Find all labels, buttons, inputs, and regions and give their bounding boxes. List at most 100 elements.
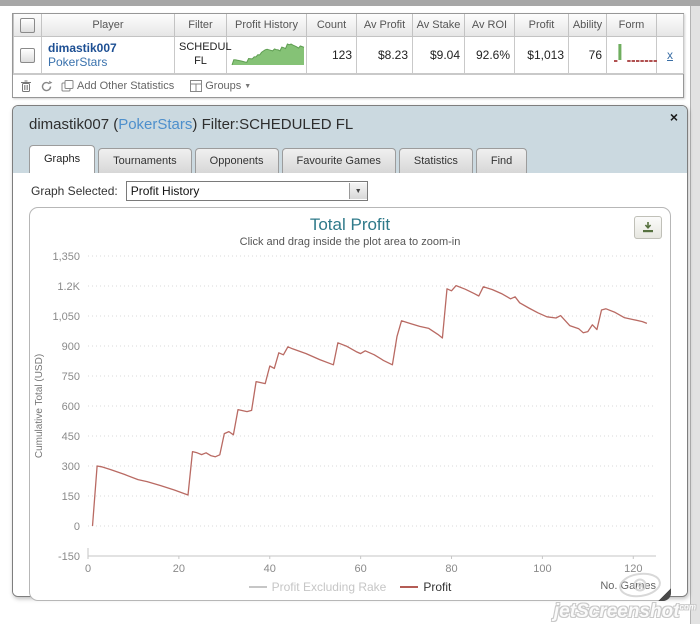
- player-detail-dialog: dimastik007 (PokerStars) Filter:SCHEDULE…: [12, 105, 688, 601]
- dialog-tabstrip: Graphs Tournaments Opponents Favourite Game…: [13, 144, 687, 173]
- add-other-statistics-label: Add Other Statistics: [77, 80, 175, 92]
- table-header-row: Player Filter Profit History Count Av Pr…: [13, 14, 684, 37]
- remove-row-link[interactable]: x: [667, 48, 673, 62]
- tab-graphs[interactable]: Graphs: [29, 145, 96, 173]
- groups-icon: [190, 80, 203, 92]
- table-toolbar: Add Other Statistics Groups ▼: [13, 74, 683, 97]
- player-name-link[interactable]: dimastik007: [48, 41, 117, 55]
- filter-line2: FL: [194, 55, 207, 67]
- legend-label: Profit: [423, 580, 452, 594]
- download-chart-button[interactable]: [634, 216, 662, 239]
- svg-text:900: 900: [62, 341, 80, 353]
- player-site-link[interactable]: PokerStars: [48, 55, 108, 69]
- chart-legend: Profit Excluding Rake Profit No. Games: [30, 578, 670, 596]
- dialog-title-player: dimastik007 (: [29, 116, 119, 133]
- filter-cell: SCHEDUL FL: [174, 36, 232, 74]
- column-header-count[interactable]: Count: [306, 14, 357, 37]
- add-statistics-icon: [61, 80, 74, 92]
- window-right-edge: [690, 6, 700, 624]
- groups-button[interactable]: Groups ▼: [190, 80, 251, 92]
- chevron-down-icon: ▼: [244, 82, 252, 90]
- remove-cell: x: [656, 36, 684, 74]
- count-cell: 123: [306, 36, 357, 74]
- legend-dash-icon: [400, 586, 419, 588]
- svg-text:20: 20: [173, 563, 185, 575]
- svg-text:300: 300: [62, 461, 80, 473]
- tab-statistics[interactable]: Statistics: [398, 148, 473, 173]
- profit-history-cell[interactable]: [226, 36, 307, 74]
- dialog-title-site: PokerStars: [118, 116, 193, 133]
- dialog-title: dimastik007 (PokerStars) Filter:SCHEDULE…: [29, 116, 353, 133]
- select-all-checkbox[interactable]: [20, 17, 35, 33]
- ability-cell: 76: [568, 36, 607, 74]
- svg-text:-150: -150: [58, 551, 80, 563]
- column-header-filter[interactable]: Filter: [174, 14, 227, 37]
- legend-profit-excluding-rake[interactable]: Profit Excluding Rake: [248, 580, 387, 594]
- legend-label: Profit Excluding Rake: [271, 580, 387, 594]
- av-profit-cell: $8.23: [356, 36, 413, 74]
- row-checkbox[interactable]: [20, 47, 35, 63]
- watermark-camera-icon: [619, 572, 661, 598]
- svg-text:Cumulative Total (USD): Cumulative Total (USD): [34, 354, 45, 458]
- filter-line1: SCHEDUL: [179, 41, 232, 54]
- resize-grip[interactable]: [658, 588, 671, 601]
- column-header-profit-history[interactable]: Profit History: [226, 14, 307, 37]
- dialog-body: Graph Selected: Profit History ▼ Total P…: [13, 173, 687, 601]
- close-icon[interactable]: ×: [669, 109, 678, 125]
- form-sparkline: [614, 43, 657, 62]
- av-stake-cell: $9.04: [412, 36, 465, 74]
- form-cell: [606, 36, 657, 74]
- profit-history-sparkline: [231, 42, 305, 65]
- av-roi-cell: 92.6%: [464, 36, 515, 74]
- tab-tournaments[interactable]: Tournaments: [98, 148, 192, 173]
- tab-opponents[interactable]: Opponents: [194, 148, 279, 173]
- svg-text:150: 150: [62, 491, 80, 503]
- profit-cell: $1,013: [514, 36, 569, 74]
- watermark: jetScreenshotcom: [553, 601, 696, 622]
- svg-text:1.2K: 1.2K: [57, 281, 80, 293]
- dialog-title-filter: ) Filter:SCHEDULED FL: [192, 116, 354, 133]
- graph-selected-label: Graph Selected:: [31, 184, 118, 198]
- svg-text:1,050: 1,050: [52, 311, 80, 323]
- column-header-av-roi[interactable]: Av ROI: [464, 14, 515, 37]
- svg-text:80: 80: [445, 563, 457, 575]
- profit-chart-panel: Total Profit Click and drag inside the p…: [29, 207, 671, 601]
- profit-chart-plot[interactable]: 1,350 1.2K 1,050 900 750 600 450 300 150 0 -150 0 20…: [30, 250, 668, 578]
- svg-text:600: 600: [62, 401, 80, 413]
- download-icon: [643, 222, 653, 233]
- chart-subtitle: Click and drag inside the plot area to z…: [239, 236, 461, 248]
- column-header-av-stake[interactable]: Av Stake: [412, 14, 465, 37]
- svg-text:40: 40: [264, 563, 276, 575]
- svg-text:750: 750: [62, 371, 80, 383]
- select-all-header[interactable]: [13, 14, 42, 37]
- player-stats-table: Player Filter Profit History Count Av Pr…: [12, 13, 684, 98]
- svg-text:1,350: 1,350: [52, 251, 80, 263]
- tab-favourite-games[interactable]: Favourite Games: [281, 148, 396, 173]
- column-header-player[interactable]: Player: [41, 14, 175, 37]
- chart-title: Total Profit: [309, 215, 391, 234]
- column-header-actions: [656, 14, 684, 37]
- legend-dash-icon: [248, 586, 267, 588]
- svg-text:120: 120: [624, 563, 642, 575]
- table-row: dimastik007 PokerStars SCHEDUL FL 123 $8…: [13, 36, 684, 74]
- graph-select-dropdown[interactable]: Profit History ▼: [125, 181, 368, 201]
- graph-select-value: Profit History: [130, 184, 200, 198]
- add-other-statistics-button[interactable]: Add Other Statistics: [61, 80, 174, 92]
- column-header-profit[interactable]: Profit: [514, 14, 569, 37]
- svg-text:450: 450: [62, 431, 80, 443]
- svg-text:0: 0: [85, 563, 91, 575]
- svg-text:100: 100: [533, 563, 551, 575]
- dialog-header: dimastik007 (PokerStars) Filter:SCHEDULE…: [13, 106, 687, 144]
- column-header-form[interactable]: Form: [606, 14, 657, 37]
- svg-text:0: 0: [74, 521, 80, 533]
- delete-icon[interactable]: [20, 80, 32, 93]
- column-header-av-profit[interactable]: Av Profit: [356, 14, 413, 37]
- row-select-cell[interactable]: [13, 36, 42, 74]
- dropdown-arrow-icon[interactable]: ▼: [348, 183, 367, 199]
- column-header-ability[interactable]: Ability: [568, 14, 607, 37]
- legend-profit[interactable]: Profit: [400, 580, 451, 594]
- tab-find[interactable]: Find: [475, 148, 528, 173]
- groups-label: Groups: [205, 80, 242, 92]
- refresh-icon[interactable]: [40, 80, 53, 93]
